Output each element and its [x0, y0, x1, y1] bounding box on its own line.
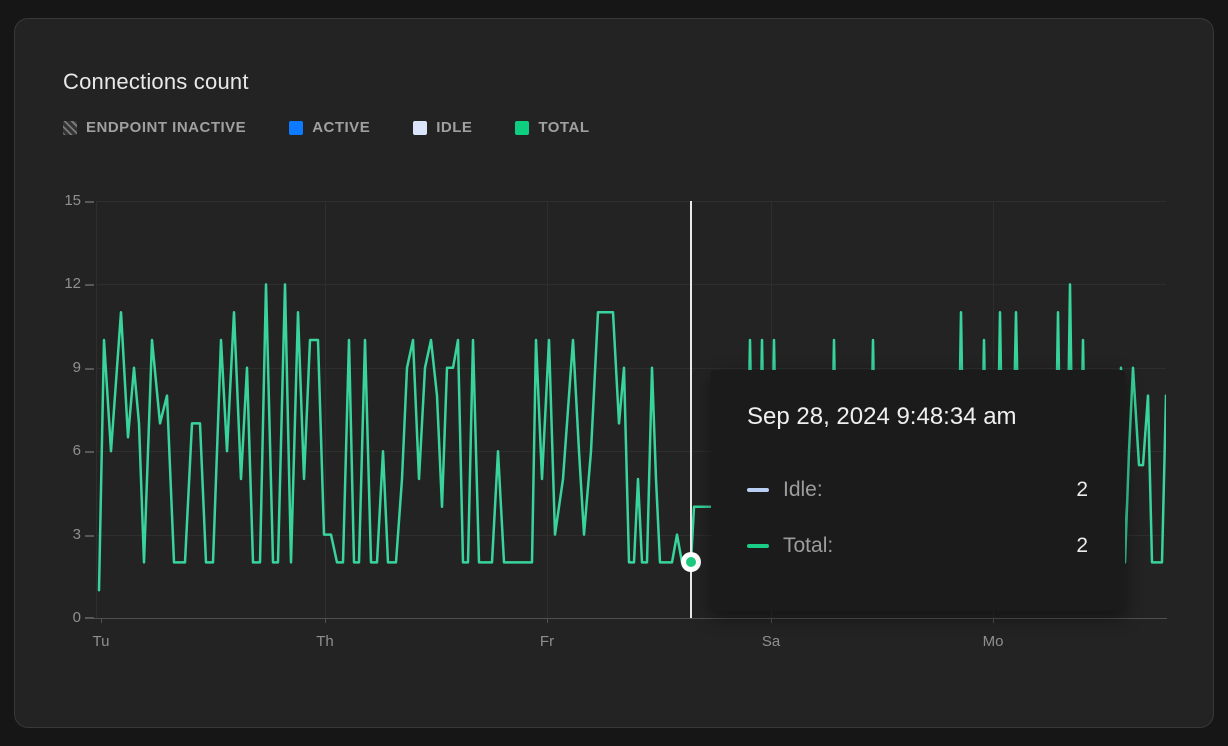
legend-label: ENDPOINT INACTIVE — [86, 119, 247, 136]
x-tick-mark — [101, 618, 102, 623]
total-swatch-icon — [515, 120, 530, 135]
connections-count-card: Connections count ENDPOINT INACTIVE ACTI… — [14, 18, 1214, 728]
tooltip-row-total: Total: 2 — [747, 532, 1088, 560]
chart-legend: ENDPOINT INACTIVE ACTIVE IDLE TOTAL — [63, 119, 589, 136]
x-axis-tick: Mo — [982, 633, 1004, 650]
total-line-icon — [747, 544, 769, 548]
y-tick-mark — [85, 535, 94, 537]
x-axis-line — [89, 618, 1167, 619]
y-tick-mark — [85, 451, 94, 453]
hovered-point-dot — [686, 557, 696, 568]
y-tick-mark — [85, 368, 94, 370]
legend-item-idle[interactable]: IDLE — [413, 119, 472, 136]
tooltip-label: Idle: — [783, 478, 823, 501]
y-axis-tick: 9 — [72, 359, 81, 376]
y-axis-tick: 0 — [72, 609, 81, 626]
y-tick-mark — [85, 201, 94, 203]
x-axis-tick: Fr — [539, 633, 555, 650]
y-tick-mark — [85, 617, 94, 619]
tooltip-row-idle: Idle: 2 — [747, 476, 1088, 504]
legend-item-active[interactable]: ACTIVE — [289, 119, 370, 136]
legend-label: IDLE — [436, 119, 473, 136]
gridline — [547, 201, 548, 618]
tooltip-value: 2 — [1076, 534, 1088, 557]
x-axis-tick: Th — [316, 633, 334, 650]
gridline — [96, 284, 1166, 285]
gridline — [96, 451, 1166, 452]
legend-label: TOTAL — [538, 119, 590, 136]
page-title: Connections count — [63, 69, 249, 94]
legend-item-total[interactable]: TOTAL — [515, 119, 589, 136]
x-tick-mark — [547, 618, 548, 623]
legend-item-endpoint-inactive[interactable]: ENDPOINT INACTIVE — [63, 119, 246, 136]
gridline — [96, 201, 1166, 202]
y-axis-tick: 6 — [72, 442, 81, 459]
crosshair-line — [690, 201, 692, 618]
gridline — [96, 201, 97, 618]
tooltip-label: Total: — [783, 534, 834, 557]
gridline — [96, 535, 1166, 536]
x-tick-mark — [325, 618, 326, 623]
y-axis-tick: 15 — [64, 192, 81, 209]
idle-line-icon — [747, 488, 769, 492]
active-swatch-icon — [289, 120, 304, 135]
x-tick-mark — [993, 618, 994, 623]
y-axis-tick: 12 — [64, 275, 81, 292]
y-tick-mark — [85, 284, 94, 286]
chart-tooltip: Sep 28, 2024 9:48:34 am Idle: 2 Total: 2 — [711, 370, 1125, 611]
y-axis-tick: 3 — [72, 526, 81, 543]
idle-swatch-icon — [413, 120, 428, 135]
legend-label: ACTIVE — [312, 119, 371, 136]
tooltip-value: 2 — [1076, 478, 1088, 501]
gridline — [96, 368, 1166, 369]
x-axis-tick: Tu — [92, 633, 110, 650]
gridline — [325, 201, 326, 618]
x-axis-tick: Sa — [761, 633, 781, 650]
x-tick-mark — [771, 618, 772, 623]
tooltip-timestamp: Sep 28, 2024 9:48:34 am — [747, 403, 1017, 430]
endpoint-inactive-swatch-icon — [63, 120, 77, 135]
hovered-point-marker — [681, 552, 701, 573]
